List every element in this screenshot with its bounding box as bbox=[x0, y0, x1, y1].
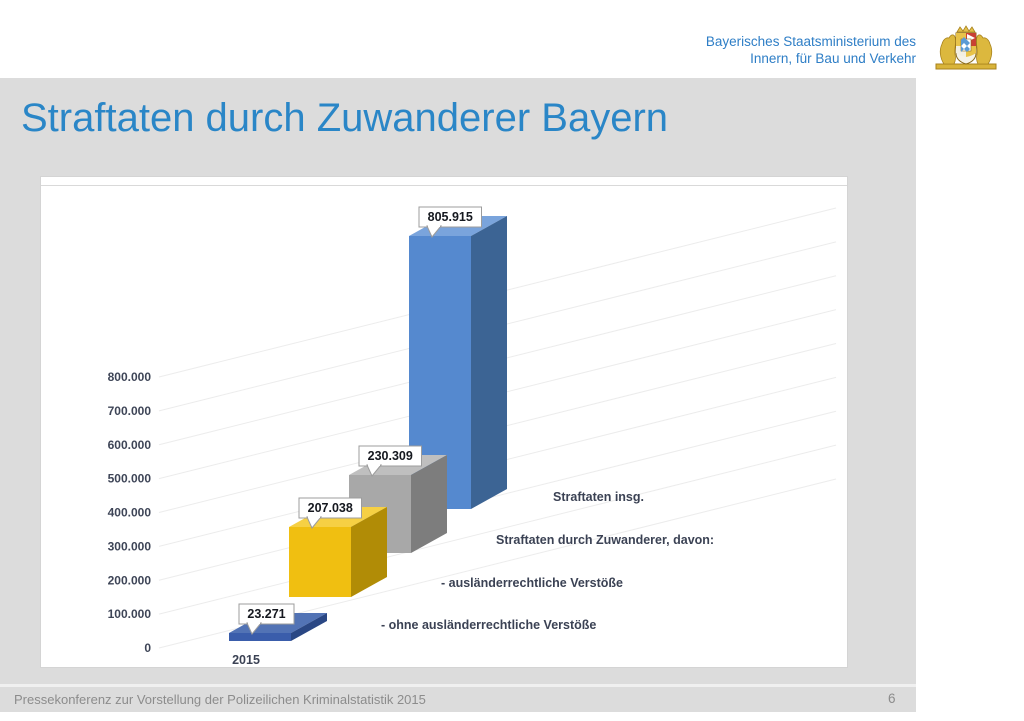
bar-front-face bbox=[229, 633, 291, 641]
y-axis-tick-label: 300.000 bbox=[108, 539, 152, 553]
chart-frame: 0 100.000 200.000 300.000 400.000 500.000 600.… bbox=[40, 176, 848, 668]
y-axis-tick-label: 0 bbox=[144, 641, 151, 655]
slide-title: Straftaten durch Zuwanderer Bayern bbox=[21, 96, 669, 140]
gridline bbox=[158, 410, 837, 581]
data-label-callout bbox=[418, 206, 482, 228]
series-label-auslaenderrechtliche-verstoesse: - ausländerrechtliche Verstöße bbox=[441, 576, 623, 590]
footer-bar: Pressekonferenz zur Vorstellung der Poli… bbox=[0, 687, 916, 712]
page-number: 6 bbox=[888, 691, 896, 706]
data-label-callout bbox=[358, 445, 422, 467]
x-axis-category-label: 2015 bbox=[232, 653, 260, 667]
y-axis-tick-label: 800.000 bbox=[108, 370, 152, 384]
y-axis-tick-label: 400.000 bbox=[108, 506, 152, 520]
bar-side-face bbox=[351, 507, 387, 597]
bar-ohne-auslaenderrechtliche-verstoesse: - ohne ausländerrechtliche Verstöße 23.27… bbox=[229, 603, 596, 641]
footer-divider bbox=[0, 684, 916, 687]
ministry-name-line2: Innern, für Bau und Verkehr bbox=[750, 51, 916, 66]
data-label-callout bbox=[298, 497, 362, 519]
series-label-straftaten-durch-zuwanderer: Straftaten durch Zuwanderer, davon: bbox=[496, 533, 714, 547]
ministry-name: Bayerisches Staatsministerium des Innern… bbox=[706, 33, 916, 67]
data-label-ohne-auslaenderrechtliche-verstoesse: 23.271 bbox=[247, 607, 285, 621]
y-axis-tick-label: 700.000 bbox=[108, 404, 152, 418]
y-axis-tick-label: 600.000 bbox=[108, 438, 152, 452]
ministry-name-line1: Bayerisches Staatsministerium des bbox=[705, 34, 916, 49]
bar-front-face bbox=[289, 527, 351, 597]
bar-side-face bbox=[291, 613, 327, 641]
bar-straftaten-durch-zuwanderer: Straftaten durch Zuwanderer, davon: 230.3… bbox=[349, 445, 714, 553]
data-label-straftaten-insgesamt: 805.915 bbox=[428, 210, 473, 224]
data-label-auslaenderrechtliche-verstoesse: 207.038 bbox=[308, 501, 353, 515]
header-bar: Bayerisches Staatsministerium des Innern… bbox=[0, 0, 1024, 78]
data-label-callout bbox=[238, 603, 295, 625]
y-axis-tick-label: 200.000 bbox=[108, 573, 152, 587]
y-axis-tick-label: 500.000 bbox=[108, 472, 152, 486]
bar-auslaenderrechtliche-verstoesse: - ausländerrechtliche Verstöße 207.038 bbox=[289, 497, 623, 597]
series-label-straftaten-insgesamt: Straftaten insg. bbox=[553, 490, 644, 504]
bar-side-face bbox=[411, 455, 447, 553]
footer-caption: Pressekonferenz zur Vorstellung der Poli… bbox=[14, 692, 426, 707]
crime-statistics-3d-bar-chart: 0 100.000 200.000 300.000 400.000 500.000 600.… bbox=[41, 185, 847, 667]
bar-side-face bbox=[471, 216, 507, 509]
gridline bbox=[158, 444, 837, 615]
bavarian-coat-of-arms-icon bbox=[935, 25, 997, 70]
data-label-straftaten-durch-zuwanderer: 230.309 bbox=[368, 449, 413, 463]
series-label-ohne-auslaenderrechtliche-verstoesse: - ohne ausländerrechtliche Verstöße bbox=[381, 618, 596, 632]
y-axis-tick-label: 100.000 bbox=[108, 607, 152, 621]
